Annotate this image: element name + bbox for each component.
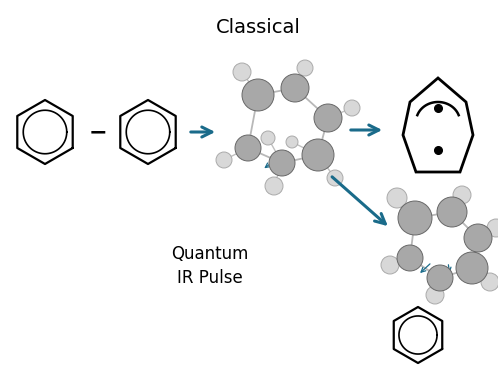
Circle shape <box>269 150 295 176</box>
Text: −: − <box>89 122 107 142</box>
Circle shape <box>453 186 471 204</box>
Circle shape <box>261 131 275 145</box>
Circle shape <box>233 63 251 81</box>
Circle shape <box>464 224 492 252</box>
Circle shape <box>265 177 283 195</box>
Circle shape <box>426 286 444 304</box>
Circle shape <box>381 256 399 274</box>
Circle shape <box>481 273 498 291</box>
Circle shape <box>286 136 298 148</box>
Circle shape <box>437 197 467 227</box>
Circle shape <box>216 152 232 168</box>
Circle shape <box>302 139 334 171</box>
Circle shape <box>456 252 488 284</box>
Circle shape <box>427 265 453 291</box>
Circle shape <box>398 201 432 235</box>
Circle shape <box>242 79 274 111</box>
Circle shape <box>297 60 313 76</box>
Text: Quantum
IR Pulse: Quantum IR Pulse <box>171 245 249 287</box>
Circle shape <box>487 219 498 237</box>
Circle shape <box>387 188 407 208</box>
Circle shape <box>397 245 423 271</box>
Circle shape <box>327 170 343 186</box>
Circle shape <box>235 135 261 161</box>
Text: Classical: Classical <box>216 18 300 37</box>
Circle shape <box>344 100 360 116</box>
Circle shape <box>281 74 309 102</box>
Circle shape <box>314 104 342 132</box>
